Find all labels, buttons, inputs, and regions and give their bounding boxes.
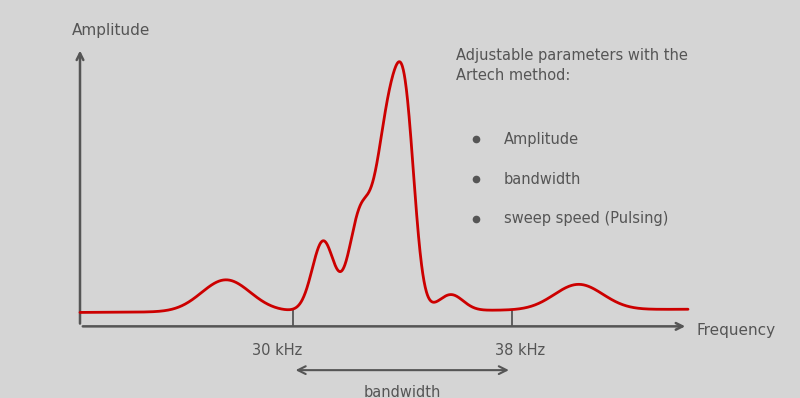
Text: bandwidth: bandwidth — [363, 384, 441, 398]
Text: sweep speed (Pulsing): sweep speed (Pulsing) — [504, 211, 668, 226]
Text: Amplitude: Amplitude — [72, 23, 150, 38]
Text: bandwidth: bandwidth — [504, 172, 582, 187]
Text: Adjustable parameters with the
Artech method:: Adjustable parameters with the Artech me… — [456, 48, 688, 82]
Text: Amplitude: Amplitude — [504, 132, 579, 147]
Text: 38 kHz: 38 kHz — [494, 343, 545, 358]
Text: 30 kHz: 30 kHz — [252, 343, 302, 358]
Text: Frequency: Frequency — [696, 323, 775, 338]
